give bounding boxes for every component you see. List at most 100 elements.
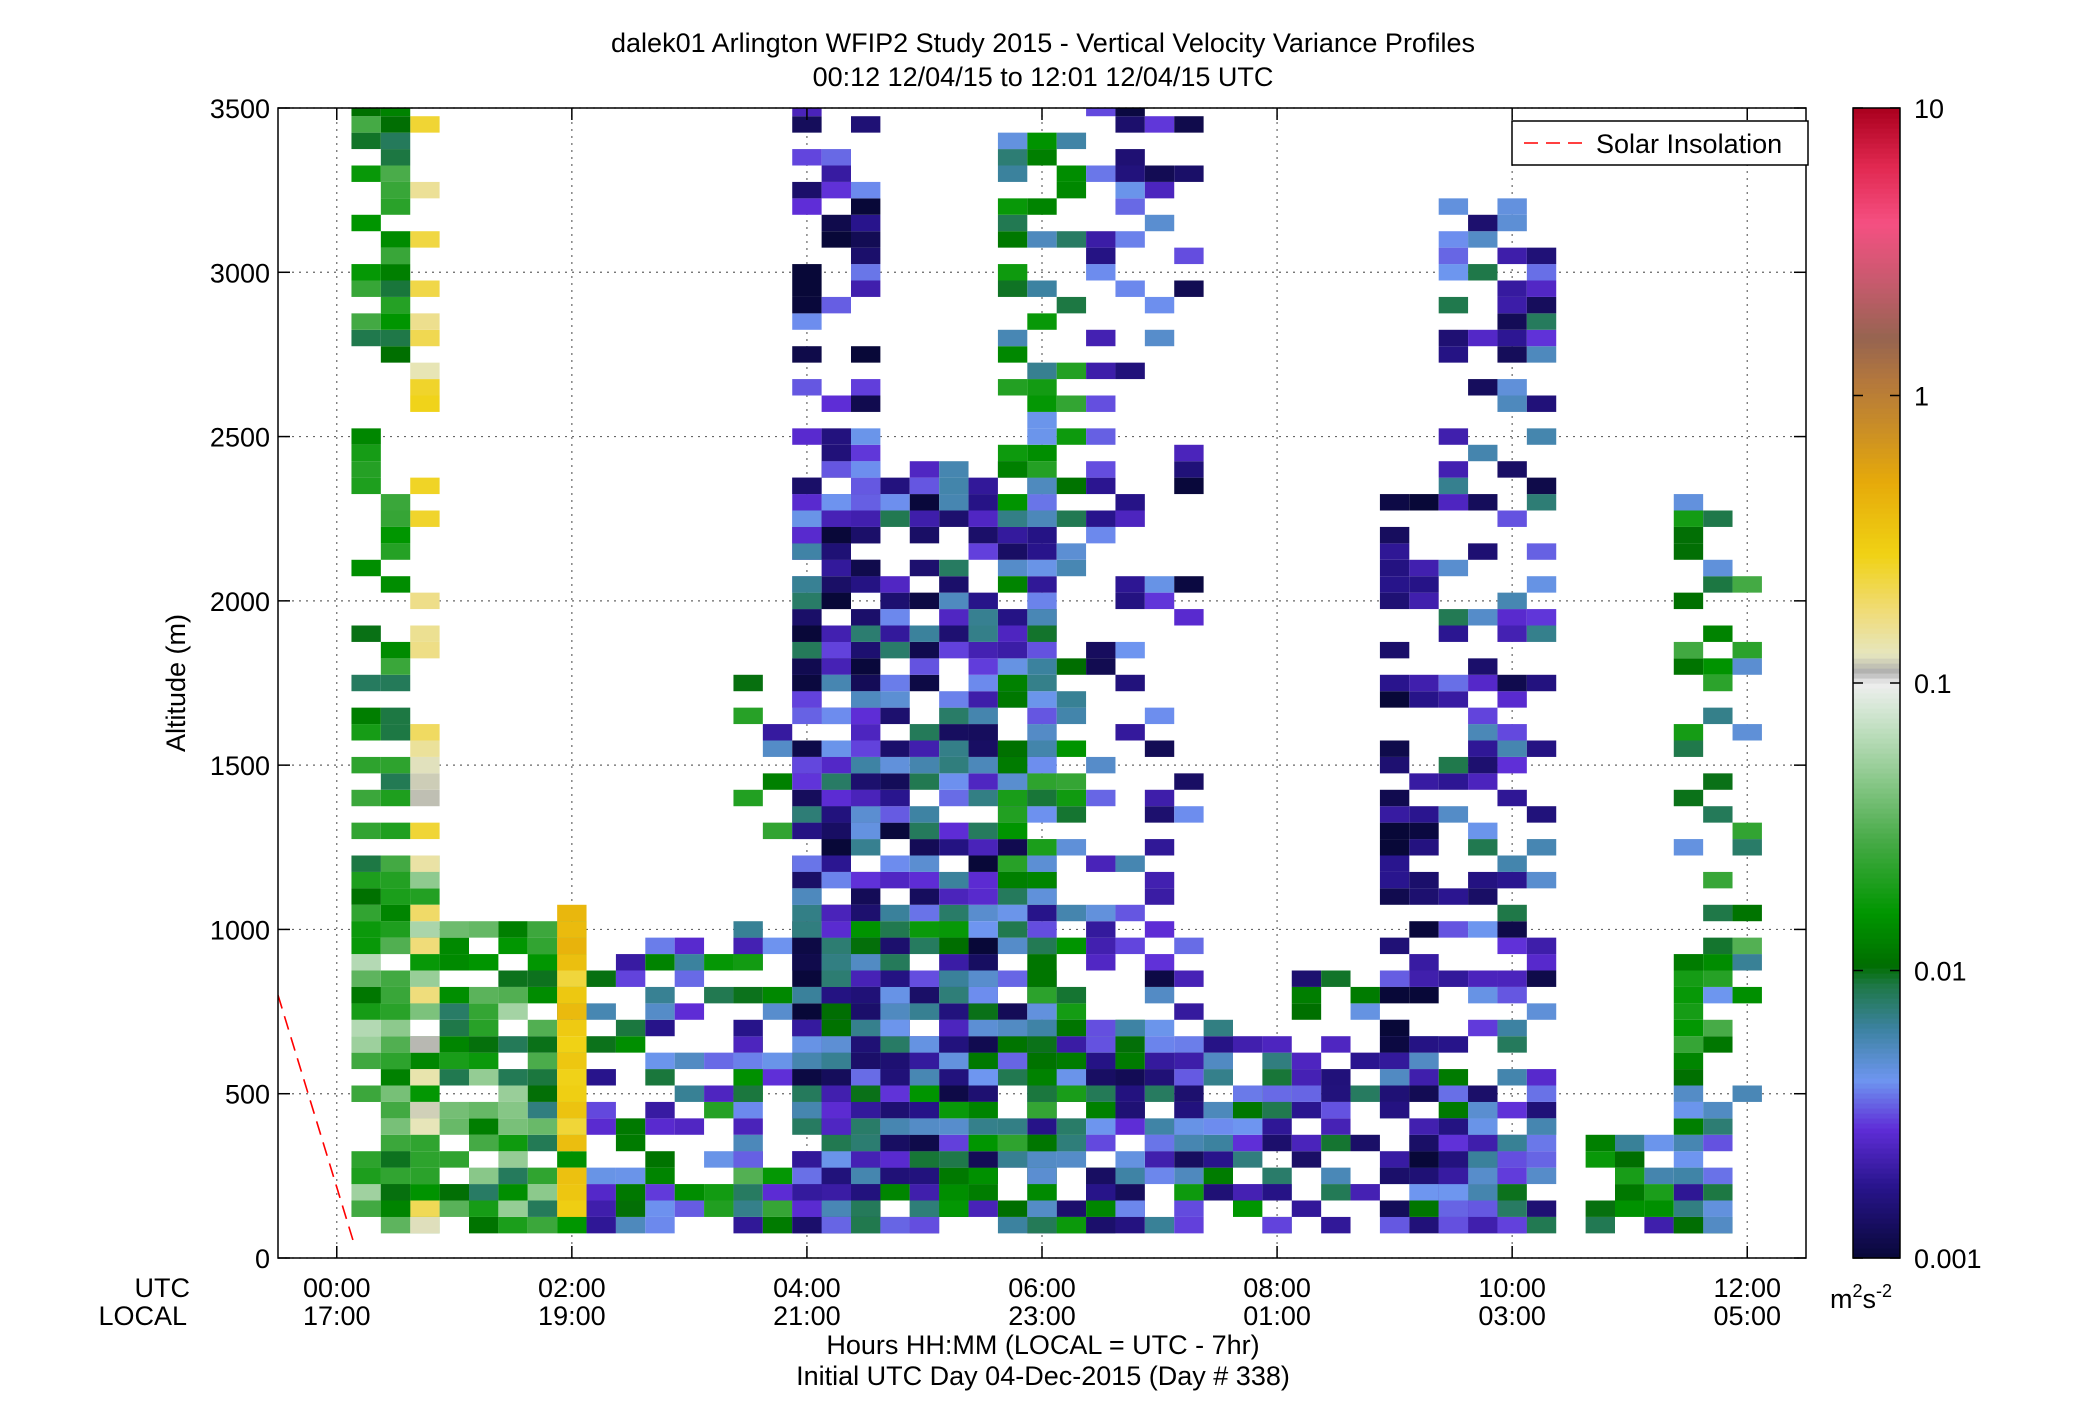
variance-cell bbox=[1056, 428, 1087, 445]
variance-cell bbox=[1233, 1151, 1263, 1168]
variance-cell bbox=[1438, 674, 1469, 692]
colorbar-segment bbox=[1853, 998, 1900, 1004]
variance-cell bbox=[1174, 1134, 1204, 1152]
variance-cell bbox=[1379, 970, 1410, 987]
variance-cell bbox=[1027, 1118, 1057, 1135]
variance-cell bbox=[1027, 1151, 1057, 1168]
colorbar-segment bbox=[1853, 988, 1900, 994]
variance-cell bbox=[1115, 724, 1145, 741]
variance-cell bbox=[1497, 1167, 1527, 1185]
colorbar-segment bbox=[1853, 853, 1900, 859]
variance-cell bbox=[410, 641, 440, 659]
variance-cell bbox=[1526, 674, 1557, 692]
variance-cell bbox=[909, 1200, 940, 1217]
variance-cell bbox=[997, 198, 1028, 215]
colorbar-segment bbox=[1853, 973, 1900, 979]
colorbar-segment bbox=[1853, 1123, 1900, 1129]
colorbar-segment bbox=[1853, 1013, 1900, 1019]
colorbar-segment bbox=[1853, 668, 1900, 674]
variance-cell bbox=[821, 1151, 851, 1168]
variance-cell bbox=[586, 1200, 616, 1217]
colorbar-segment bbox=[1853, 153, 1900, 159]
variance-cell bbox=[1703, 559, 1733, 577]
variance-cell bbox=[1379, 1167, 1410, 1185]
variance-cell bbox=[1203, 1019, 1233, 1037]
variance-cell bbox=[380, 494, 411, 511]
variance-cell bbox=[1732, 641, 1762, 659]
variance-cell bbox=[851, 428, 881, 445]
variance-cell bbox=[851, 494, 881, 511]
variance-cell bbox=[1086, 395, 1116, 412]
variance-cell bbox=[1468, 1167, 1498, 1185]
variance-cell bbox=[410, 871, 440, 889]
colorbar-segment bbox=[1853, 238, 1900, 244]
variance-cell bbox=[1409, 1167, 1439, 1185]
variance-cell bbox=[1438, 691, 1469, 708]
variance-cell bbox=[1144, 954, 1175, 971]
variance-cell bbox=[1497, 1134, 1527, 1152]
variance-cell bbox=[1497, 1019, 1527, 1037]
variance-cell bbox=[1027, 132, 1057, 150]
variance-cell bbox=[1468, 822, 1498, 840]
variance-cell bbox=[1497, 296, 1527, 314]
variance-cell bbox=[792, 1101, 822, 1119]
variance-cell bbox=[1086, 247, 1116, 265]
variance-cell bbox=[880, 1118, 910, 1135]
colorbar-segment bbox=[1853, 788, 1900, 794]
variance-cell bbox=[997, 641, 1028, 659]
variance-cell bbox=[1732, 822, 1762, 840]
variance-cell bbox=[439, 1036, 469, 1053]
variance-cell bbox=[792, 313, 822, 330]
colorbar-segment bbox=[1853, 848, 1900, 854]
variance-cell bbox=[733, 1200, 763, 1217]
colorbar-segment bbox=[1853, 1018, 1900, 1024]
colorbar-segment bbox=[1853, 133, 1900, 139]
variance-cell bbox=[821, 576, 851, 593]
y-tick-label: 0 bbox=[255, 1244, 270, 1274]
variance-cell bbox=[1409, 691, 1439, 708]
variance-cell bbox=[1673, 1216, 1704, 1234]
variance-cell bbox=[615, 1118, 646, 1135]
variance-cell bbox=[851, 937, 881, 955]
colorbar-segment bbox=[1853, 1073, 1900, 1079]
variance-cell bbox=[1379, 674, 1410, 692]
variance-cell bbox=[909, 871, 940, 889]
variance-cell bbox=[1056, 296, 1087, 314]
variance-cell bbox=[880, 641, 910, 659]
variance-cell bbox=[469, 1216, 499, 1234]
colorbar-segment bbox=[1853, 943, 1900, 949]
variance-cell bbox=[1174, 1184, 1204, 1201]
colorbar-segment bbox=[1853, 953, 1900, 959]
variance-cell bbox=[821, 658, 851, 675]
variance-cell bbox=[792, 1216, 822, 1234]
variance-cell bbox=[1468, 658, 1498, 675]
variance-cell bbox=[1673, 1019, 1704, 1037]
variance-cell bbox=[792, 937, 822, 955]
variance-cell bbox=[1526, 609, 1557, 626]
variance-cell bbox=[939, 1200, 969, 1217]
variance-cell bbox=[1526, 494, 1557, 511]
variance-cell bbox=[997, 855, 1028, 872]
colorbar-segment bbox=[1853, 798, 1900, 804]
variance-cell bbox=[851, 1200, 881, 1217]
variance-cell bbox=[939, 904, 969, 922]
variance-cell bbox=[851, 395, 881, 412]
variance-cell bbox=[1086, 954, 1116, 971]
variance-cell bbox=[1497, 592, 1527, 610]
variance-cell bbox=[1526, 937, 1557, 955]
variance-cell bbox=[1174, 1003, 1204, 1020]
variance-cell bbox=[968, 1069, 998, 1086]
variance-cell bbox=[1174, 576, 1204, 593]
variance-cell bbox=[851, 691, 881, 708]
variance-cell bbox=[851, 921, 881, 938]
variance-cell bbox=[1115, 181, 1145, 199]
variance-cell bbox=[821, 231, 851, 248]
variance-cell bbox=[851, 1069, 881, 1086]
variance-cell bbox=[1086, 1118, 1116, 1135]
variance-cell bbox=[821, 296, 851, 314]
colorbar-segment bbox=[1853, 713, 1900, 719]
variance-cell bbox=[557, 1085, 587, 1102]
variance-cell bbox=[997, 937, 1028, 955]
variance-cell bbox=[410, 379, 440, 396]
colorbar-segment bbox=[1853, 683, 1900, 689]
